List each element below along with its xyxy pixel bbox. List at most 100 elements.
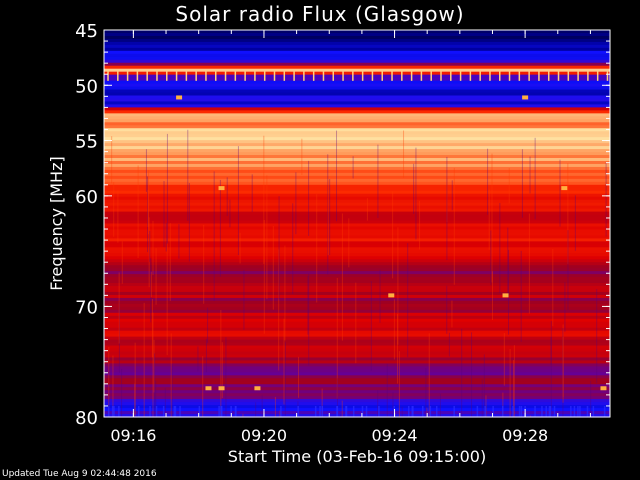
bottom-burst	[220, 405, 223, 417]
frequency-band	[104, 408, 610, 412]
carrier-tick	[312, 70, 315, 81]
bottom-burst	[570, 405, 572, 417]
time-streak	[564, 282, 566, 332]
frequency-band	[104, 312, 610, 317]
time-streak	[499, 202, 501, 294]
y-axis-label: Frequency [MHz]	[47, 156, 66, 290]
frequency-band	[104, 172, 610, 177]
frequency-band	[104, 396, 610, 400]
frequency-band	[104, 306, 610, 311]
bottom-burst	[512, 405, 514, 417]
carrier-tick	[440, 70, 442, 81]
time-streak	[529, 156, 531, 194]
frequency-band	[104, 169, 610, 174]
frequency-band	[104, 294, 610, 299]
time-streak	[508, 249, 510, 335]
updated-timestamp: Updated Tue Aug 9 02:44:48 2016	[2, 469, 157, 479]
time-streak	[134, 383, 136, 417]
time-streak	[263, 135, 265, 264]
time-streak	[316, 194, 318, 303]
frequency-band	[104, 342, 610, 347]
carrier-tick	[577, 70, 579, 81]
spot-feature	[205, 386, 212, 391]
bottom-burst	[422, 405, 424, 417]
y-tick-label: 55	[75, 132, 98, 153]
carrier-tick	[469, 70, 472, 81]
frequency-band	[104, 238, 610, 242]
frequency-band	[104, 375, 610, 379]
time-streak	[148, 170, 150, 235]
frequency-band	[104, 166, 610, 171]
time-streak	[111, 136, 113, 184]
bottom-burst	[534, 405, 536, 417]
carrier-tick	[401, 70, 403, 81]
time-streak	[197, 346, 199, 372]
time-streak	[226, 177, 228, 216]
frequency-band	[104, 223, 610, 228]
bottom-burst	[577, 405, 579, 417]
carrier-tick	[391, 70, 393, 81]
frequency-band	[104, 381, 610, 385]
bottom-burst	[107, 405, 110, 417]
frequency-band	[104, 35, 610, 40]
bottom-burst	[573, 405, 576, 417]
time-streak	[528, 213, 530, 314]
time-streak	[419, 200, 421, 250]
time-streak	[534, 137, 536, 220]
frequency-band	[104, 56, 610, 61]
bottom-burst	[162, 405, 165, 417]
bottom-burst	[545, 405, 547, 417]
time-streak	[446, 156, 448, 261]
bottom-burst	[111, 405, 114, 417]
frequency-band	[104, 50, 610, 55]
frequency-band	[104, 62, 610, 67]
bottom-burst	[321, 405, 324, 417]
frequency-band	[104, 74, 610, 79]
frequency-band	[104, 327, 610, 332]
time-streak	[513, 345, 515, 417]
frequency-band	[104, 160, 610, 165]
carrier-tick	[205, 70, 207, 81]
frequency-band	[104, 339, 610, 344]
frequency-band	[104, 193, 610, 198]
time-streak	[137, 165, 139, 258]
carrier-tick	[254, 70, 256, 81]
frequency-band	[104, 44, 610, 49]
carrier-tick	[410, 70, 413, 81]
time-streak	[205, 338, 207, 373]
bottom-burst	[518, 405, 521, 417]
time-streak	[166, 133, 168, 244]
time-streak	[220, 310, 222, 417]
bottom-burst	[586, 405, 589, 417]
frequency-band	[104, 291, 610, 296]
carrier-tick	[273, 70, 276, 81]
time-streak	[251, 174, 253, 212]
time-streak	[567, 163, 569, 264]
time-streak	[279, 410, 281, 417]
carrier-tick	[234, 70, 237, 81]
time-streak	[327, 154, 329, 275]
time-streak	[370, 281, 372, 371]
time-streak	[398, 351, 400, 417]
x-axis-label: Start Time (03-Feb-16 09:15:00)	[228, 447, 486, 466]
time-streak	[446, 177, 448, 223]
frequency-band	[104, 387, 610, 391]
time-streak	[407, 243, 409, 358]
time-streak	[150, 258, 152, 323]
carrier-tick	[185, 70, 188, 81]
time-streak	[492, 271, 494, 320]
bottom-burst	[492, 405, 494, 417]
time-streak	[152, 312, 154, 417]
frequency-band	[104, 146, 610, 150]
time-streak	[292, 203, 294, 294]
frequency-band	[104, 226, 610, 231]
frequency-band	[104, 178, 610, 183]
bottom-burst	[592, 405, 595, 417]
frequency-band	[104, 244, 610, 248]
time-streak	[301, 138, 303, 175]
bottom-burst	[314, 405, 317, 417]
frequency-band	[104, 89, 610, 94]
time-streak	[487, 148, 489, 215]
time-streak	[145, 149, 147, 192]
bottom-burst	[453, 405, 455, 417]
